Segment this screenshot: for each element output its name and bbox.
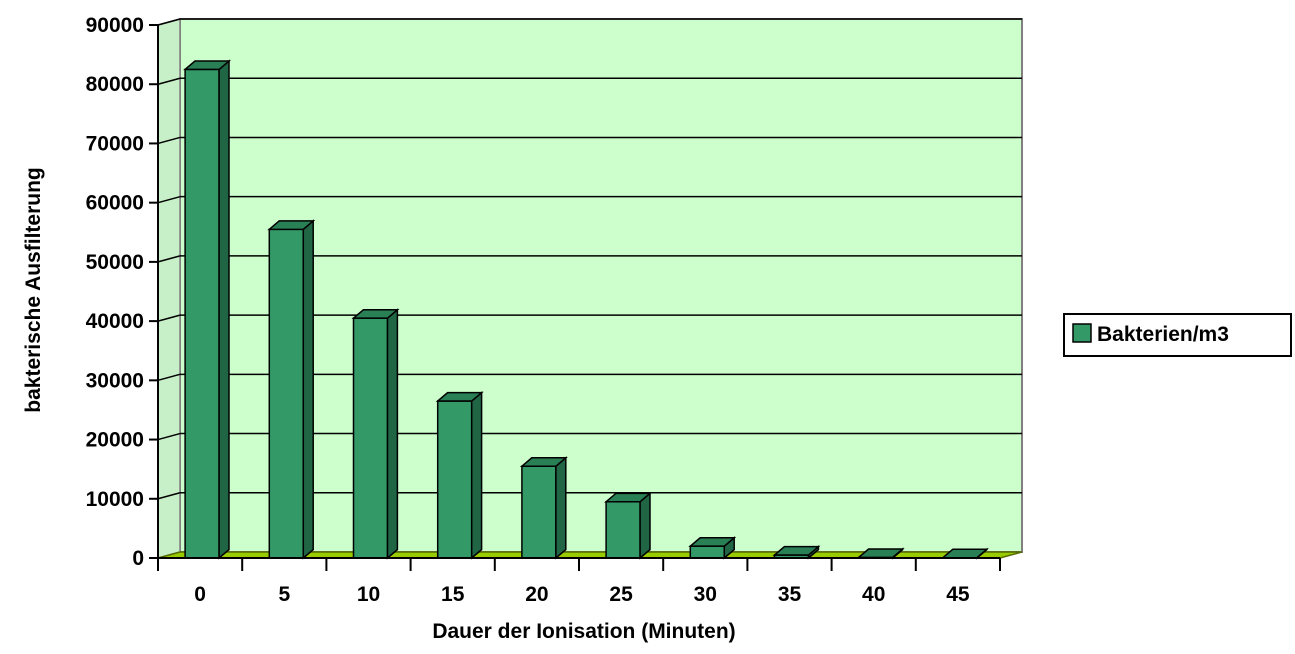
gridline-side xyxy=(157,18,181,26)
legend: Bakterien/m3 xyxy=(1063,313,1292,357)
x-tick-label: 35 xyxy=(778,583,802,606)
bar xyxy=(435,391,484,560)
x-tick-label: 30 xyxy=(694,583,717,606)
y-tick-label: 10000 xyxy=(86,488,144,511)
y-tick-label: 40000 xyxy=(86,310,144,333)
y-tick-label: 0 xyxy=(132,547,144,570)
gridline-side xyxy=(157,314,181,322)
x-tick-label: 15 xyxy=(441,583,465,606)
y-tick-label: 20000 xyxy=(86,429,144,452)
y-tick-label: 80000 xyxy=(86,73,144,96)
bar-side xyxy=(555,456,567,560)
x-axis-title: Dauer der Ionisation (Minuten) xyxy=(432,620,735,643)
y-axis-title: bakterische Ausfilterung xyxy=(22,167,45,412)
bar-side xyxy=(639,491,651,560)
bar-side xyxy=(218,59,230,560)
bar-front xyxy=(268,228,305,559)
bar-top xyxy=(604,492,653,503)
gridline-side xyxy=(157,432,181,441)
x-tick-label: 10 xyxy=(357,583,380,606)
bar-front xyxy=(184,68,220,559)
bar-front xyxy=(352,317,389,559)
legend-swatch xyxy=(1072,323,1092,343)
bar xyxy=(183,59,232,560)
gridline-side xyxy=(157,77,181,85)
x-tick-label: 25 xyxy=(609,583,633,606)
bar-top xyxy=(772,545,821,556)
bar-side xyxy=(470,391,483,560)
y-tick-label: 70000 xyxy=(86,132,144,155)
x-tick-label: 5 xyxy=(278,583,290,606)
legend-box xyxy=(1063,313,1292,357)
x-tick-label: 0 xyxy=(194,583,206,606)
gridline-side xyxy=(157,373,181,382)
gridline-side xyxy=(157,136,181,145)
bar-side xyxy=(386,308,399,560)
bar-top xyxy=(183,60,232,71)
x-tick-label: 40 xyxy=(862,583,885,606)
bar xyxy=(604,491,653,560)
bar-front xyxy=(689,545,726,559)
legend-label: Bakterien/m3 xyxy=(1097,323,1229,346)
y-tick-label: 50000 xyxy=(86,251,144,274)
gridline-side xyxy=(157,195,181,204)
bar-front xyxy=(605,500,641,559)
y-tick-label: 30000 xyxy=(86,369,144,392)
bar-side xyxy=(302,219,314,560)
axes: 0 10000 20000 30000 40000 50000 60000 70000 8000… xyxy=(86,14,1001,606)
bar xyxy=(351,308,400,560)
gridline-side xyxy=(157,492,181,500)
bar xyxy=(267,219,316,560)
bar-top xyxy=(351,309,400,319)
bar-top xyxy=(267,220,316,231)
y-tick-label: 60000 xyxy=(86,192,144,215)
bar-top xyxy=(519,457,568,467)
bar xyxy=(519,456,568,560)
y-tick-label: 90000 xyxy=(86,14,144,37)
bars xyxy=(183,59,989,560)
plot-side-wall xyxy=(157,18,181,559)
x-tick-label: 20 xyxy=(525,583,548,606)
bar-front xyxy=(436,400,473,559)
x-tick-label: 45 xyxy=(946,583,970,606)
bar-top xyxy=(435,391,484,402)
bar-top xyxy=(688,537,737,547)
bar-front xyxy=(521,465,557,559)
bar xyxy=(688,536,737,560)
gridline-side xyxy=(157,255,181,263)
